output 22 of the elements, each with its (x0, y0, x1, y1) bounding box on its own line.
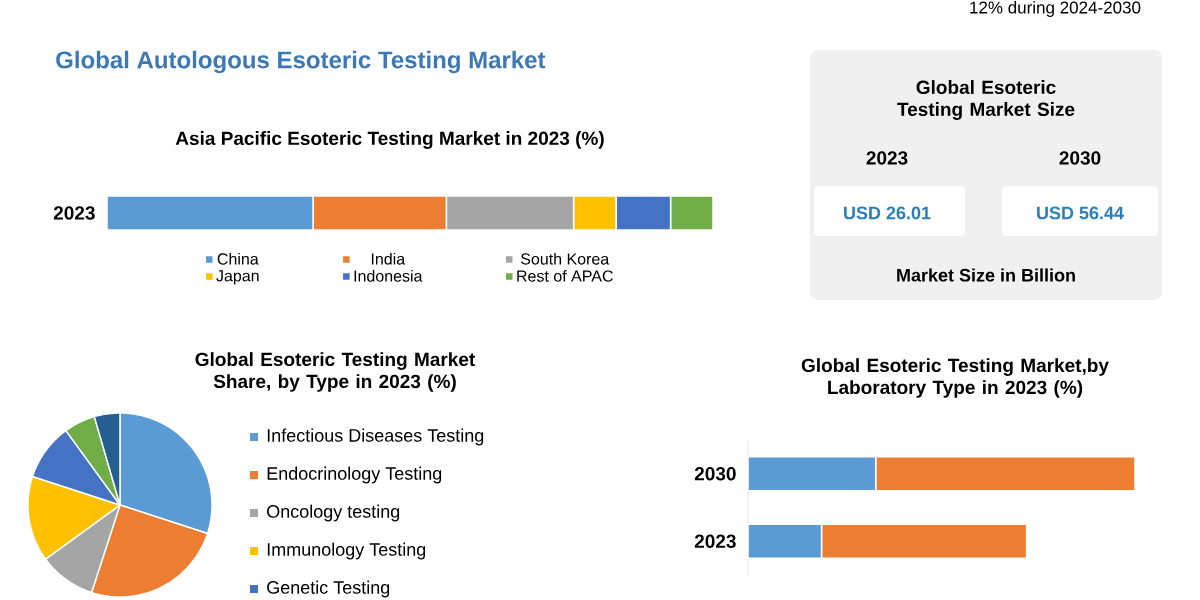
legend-label: Rest of APAC (517, 270, 613, 282)
legend-label: India (371, 252, 406, 265)
text: Global Esoteric Testing Market Size (897, 80, 1075, 120)
legend-label: Genetic Testing (267, 580, 390, 598)
legend-label: Immunology Testing (267, 542, 426, 560)
chart-title: Global Esoteric Testing Market Share, by Type in 2023 (%) (195, 352, 475, 392)
legend-label: Japan (216, 270, 259, 285)
legend-label: Endocrinology Testing (267, 466, 442, 484)
category-label: 2030 (1059, 151, 1101, 165)
legend-label: China (217, 252, 259, 265)
chart-title: Asia Pacific Esoteric Testing Market in 2023 (%) (175, 131, 604, 149)
legend-label: Oncology testing (267, 504, 400, 522)
text: Market Size in Billion (897, 268, 1075, 282)
chart-title: Global Esoteric Testing Market,by Laboratory Type in 2023 (%) (801, 358, 1109, 398)
text: USD 26.01 (844, 206, 931, 220)
legend-label: Indonesia (354, 270, 423, 282)
text: USD 56.44 (1037, 206, 1124, 220)
text: Global Autologous Esoteric Testing Market (56, 50, 546, 74)
text: 12% during 2024-2030 (970, 1, 1141, 17)
category-label: 2023 (866, 151, 908, 165)
legend-label: South Korea (520, 252, 610, 265)
legend-label: Infectious Diseases Testing (267, 428, 484, 446)
